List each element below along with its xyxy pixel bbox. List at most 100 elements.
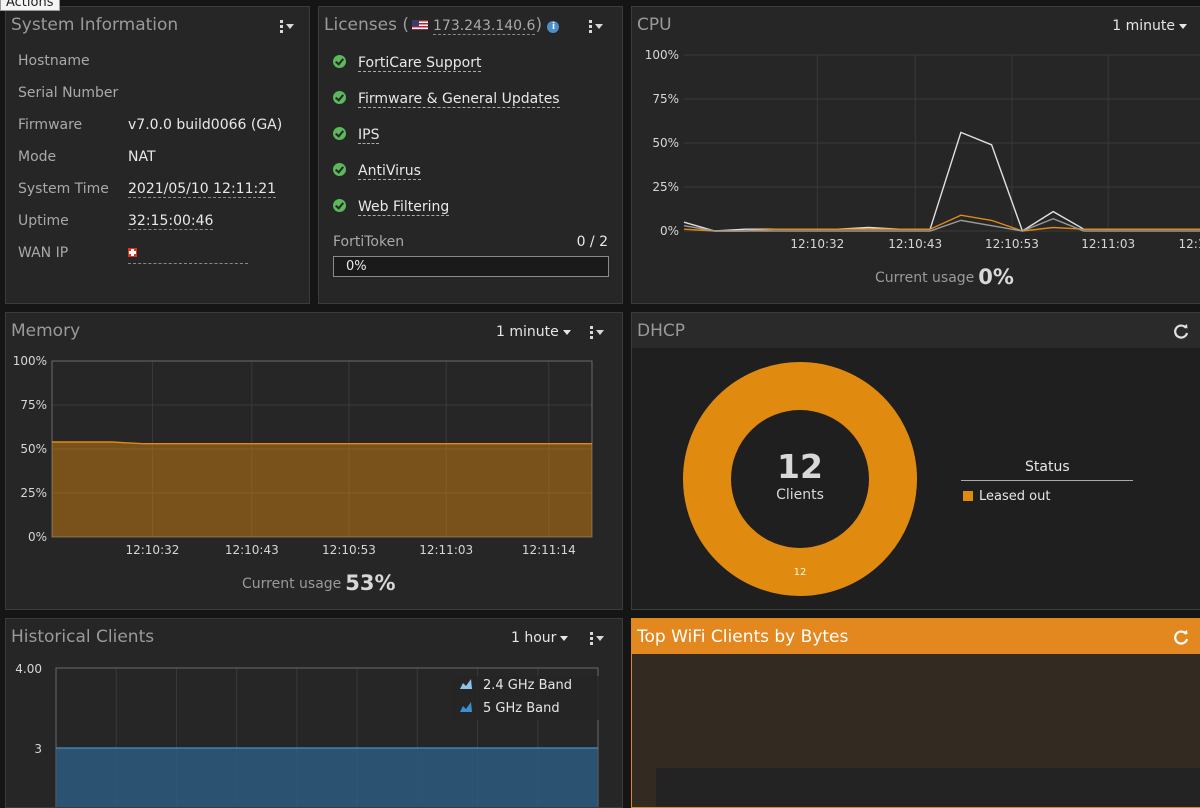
cpu-current-usage: Current usage 0% bbox=[875, 265, 1014, 289]
x-tick-label: 12:11:03 bbox=[1081, 237, 1135, 251]
x-tick-label: 12:10:43 bbox=[225, 543, 279, 557]
dhcp-donut-chart bbox=[683, 362, 917, 596]
y-tick-label: 0% bbox=[660, 224, 679, 238]
x-tick-label: 12:11:14 bbox=[522, 543, 576, 557]
plot-frame bbox=[51, 360, 593, 538]
widget-menu-icon[interactable] bbox=[278, 18, 294, 34]
caret-down-icon bbox=[560, 635, 569, 641]
license-item: Firmware & General Updates bbox=[333, 91, 560, 108]
license-server-ip[interactable]: 173.243.140.6 bbox=[433, 18, 536, 35]
usage-value: 53% bbox=[345, 571, 396, 595]
interval-dropdown[interactable]: 1 minute bbox=[496, 324, 571, 340]
y-tick-label: 75% bbox=[652, 92, 679, 106]
x-tick-label: 12:10:43 bbox=[888, 237, 942, 251]
x-tick-label: 12:11:14 bbox=[1178, 237, 1200, 251]
check-circle-icon bbox=[333, 55, 346, 68]
loading-overlay bbox=[656, 768, 1200, 807]
x-tick-label: 12:11:03 bbox=[419, 543, 473, 557]
license-link[interactable]: AntiVirus bbox=[358, 163, 421, 180]
info-icon[interactable]: i bbox=[547, 21, 560, 33]
legend-item-2-4-ghz[interactable]: 2.4 GHz Band bbox=[459, 678, 572, 693]
x-tick-label: 12:10:53 bbox=[985, 237, 1039, 251]
chart-legend: 2.4 GHz Band 5 GHz Band bbox=[451, 676, 599, 720]
licenses-widget: Licenses (173.243.140.6) i FortiCare Sup… bbox=[318, 6, 623, 304]
y-tick-label: 4.00 bbox=[15, 662, 42, 676]
x-tick-label: 12:10:32 bbox=[790, 237, 844, 251]
series-area-0 bbox=[52, 442, 592, 537]
series-line-0 bbox=[52, 441, 592, 445]
y-tick-label: 100% bbox=[645, 48, 679, 62]
donut-center-label: Clients bbox=[776, 487, 824, 503]
system-time-link[interactable]: 2021/05/10 12:11:21 bbox=[128, 181, 277, 198]
legend-title: Status bbox=[1025, 459, 1070, 475]
memory-current-usage: Current usage 53% bbox=[242, 571, 396, 595]
y-tick-label: 25% bbox=[652, 180, 679, 194]
area-chart-icon bbox=[460, 679, 472, 689]
check-circle-icon bbox=[333, 163, 346, 176]
widget-title: CPU bbox=[637, 15, 672, 35]
top-wifi-clients-widget: Top WiFi Clients by Bytes bbox=[631, 618, 1200, 808]
license-link[interactable]: Web Filtering bbox=[358, 199, 450, 216]
legend-swatch bbox=[963, 491, 973, 501]
memory-chart: 100% 75% 50% 25% 0% 12:10:32 12:10:43 12:10:53 1… bbox=[13, 354, 593, 557]
progress-text: 0% bbox=[346, 259, 367, 274]
memory-widget: Memory 1 minute 100% 75% 50% 25% 0% 12:10:32 1… bbox=[5, 312, 623, 610]
series-line-0 bbox=[683, 131, 1200, 233]
caret-down-icon bbox=[1179, 23, 1187, 29]
y-tick-label: 100% bbox=[13, 354, 47, 368]
legend-item-5-ghz[interactable]: 5 GHz Band bbox=[459, 701, 560, 716]
series-line-2 bbox=[683, 217, 1200, 232]
y-tick-label: 75% bbox=[20, 398, 47, 412]
usage-value: 0% bbox=[978, 265, 1014, 289]
fortitoken-progress-bar: 0% bbox=[333, 256, 609, 277]
interval-dropdown[interactable]: 1 minute bbox=[1112, 18, 1187, 34]
widget-title: Top WiFi Clients by Bytes bbox=[637, 627, 849, 647]
check-circle-icon bbox=[333, 127, 346, 140]
license-link[interactable]: FortiCare Support bbox=[358, 55, 482, 72]
legend-item-leased-out[interactable]: Leased out bbox=[963, 489, 1050, 504]
license-item: AntiVirus bbox=[333, 163, 421, 180]
license-item: FortiCare Support bbox=[333, 55, 482, 72]
license-item: Web Filtering bbox=[333, 199, 450, 216]
cpu-widget: CPU 1 minute 100% 75% 50% 25% 0% 12:10:32 12:1… bbox=[631, 6, 1200, 304]
system-information-widget: System Information Hostname Serial Numbe… bbox=[5, 6, 310, 304]
widget-title: System Information bbox=[11, 15, 179, 35]
fortitoken-label: FortiToken bbox=[333, 234, 405, 250]
widget-menu-icon[interactable] bbox=[588, 630, 604, 646]
widget-title: Memory bbox=[11, 321, 81, 341]
wan-ip-link[interactable] bbox=[128, 245, 248, 264]
y-tick-label: 0% bbox=[28, 530, 47, 544]
x-tick-label: 12:10:32 bbox=[125, 543, 179, 557]
actions-tooltip: Actions bbox=[0, 0, 60, 11]
widget-title: Licenses (173.243.140.6) i bbox=[324, 15, 560, 35]
y-tick-label: 3 bbox=[34, 742, 42, 756]
donut-slice-label: 12 bbox=[793, 567, 807, 578]
area-chart-icon bbox=[460, 702, 472, 712]
refresh-icon[interactable] bbox=[1173, 629, 1189, 645]
donut-slice bbox=[683, 362, 917, 596]
license-link[interactable]: Firmware & General Updates bbox=[358, 91, 560, 108]
donut-center-value: 12 bbox=[777, 447, 823, 486]
fortitoken-count: 0 / 2 bbox=[576, 234, 608, 250]
widget-title: Historical Clients bbox=[11, 627, 155, 647]
cpu-chart: 100% 75% 50% 25% 0% 12:10:32 12:10:43 12:10:53 1… bbox=[645, 48, 1200, 251]
uptime-link[interactable]: 32:15:00:46 bbox=[128, 213, 214, 230]
widget-menu-icon[interactable] bbox=[587, 18, 603, 34]
interval-dropdown[interactable]: 1 hour bbox=[511, 630, 569, 646]
us-flag-icon bbox=[412, 20, 428, 30]
y-tick-label: 50% bbox=[20, 442, 47, 456]
license-link[interactable]: IPS bbox=[358, 127, 380, 144]
legend-divider bbox=[961, 480, 1133, 481]
widget-title: DHCP bbox=[637, 321, 685, 341]
widget-menu-icon[interactable] bbox=[588, 324, 604, 340]
license-item: IPS bbox=[333, 127, 380, 144]
x-tick-label: 12:10:53 bbox=[322, 543, 376, 557]
caret-down-icon bbox=[562, 329, 571, 335]
country-flag-icon bbox=[128, 248, 137, 257]
series-area-5ghz bbox=[56, 748, 598, 807]
y-tick-label: 50% bbox=[652, 136, 679, 150]
refresh-icon[interactable] bbox=[1173, 323, 1189, 339]
series-line-1 bbox=[683, 214, 1200, 232]
dhcp-widget: DHCP 12 Clients 12 Status Leased out bbox=[631, 312, 1200, 610]
